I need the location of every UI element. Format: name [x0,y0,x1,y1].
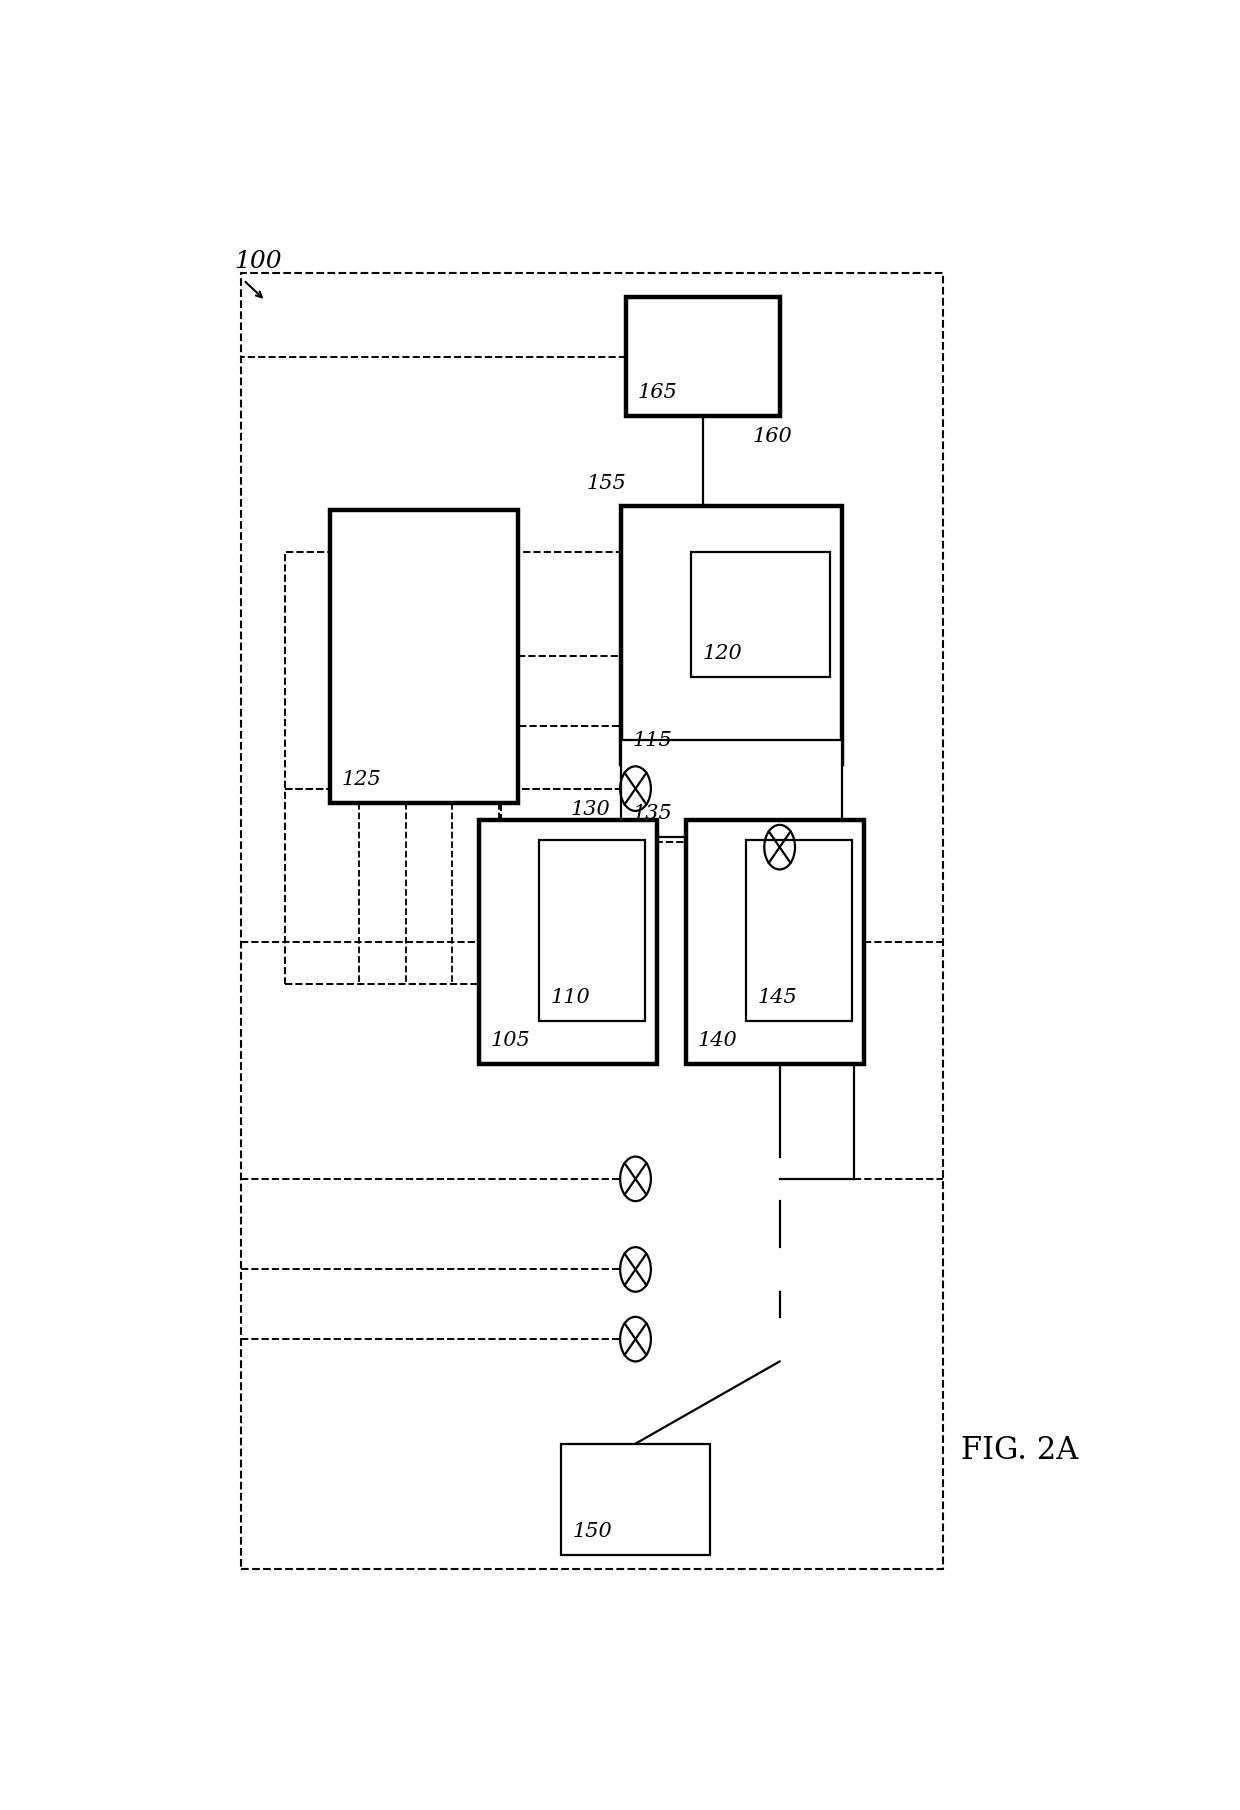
Bar [746,840,852,1021]
Bar [691,552,830,677]
Text: 100: 100 [234,250,281,273]
Bar [686,820,864,1064]
Text: 120: 120 [702,644,742,662]
Bar [626,297,780,416]
Bar [330,510,518,802]
Text: 155: 155 [587,474,626,492]
Text: 115: 115 [632,731,672,751]
Text: 150: 150 [573,1522,613,1542]
Bar [621,740,842,838]
Bar [621,507,842,764]
Bar [539,840,645,1021]
Bar [560,1444,711,1555]
Text: 165: 165 [637,384,677,402]
Bar [242,273,942,1569]
Bar [480,820,657,1064]
Bar [285,789,655,983]
Text: 160: 160 [753,427,792,445]
Text: FIG. 2A: FIG. 2A [961,1435,1079,1466]
Text: 125: 125 [342,769,382,789]
Text: 145: 145 [758,988,797,1008]
Text: 130: 130 [570,800,610,820]
Bar [501,726,837,842]
Text: 105: 105 [491,1032,531,1050]
Text: 140: 140 [697,1032,738,1050]
Text: 135: 135 [632,804,672,824]
Bar [285,552,655,789]
Text: 110: 110 [551,988,590,1008]
